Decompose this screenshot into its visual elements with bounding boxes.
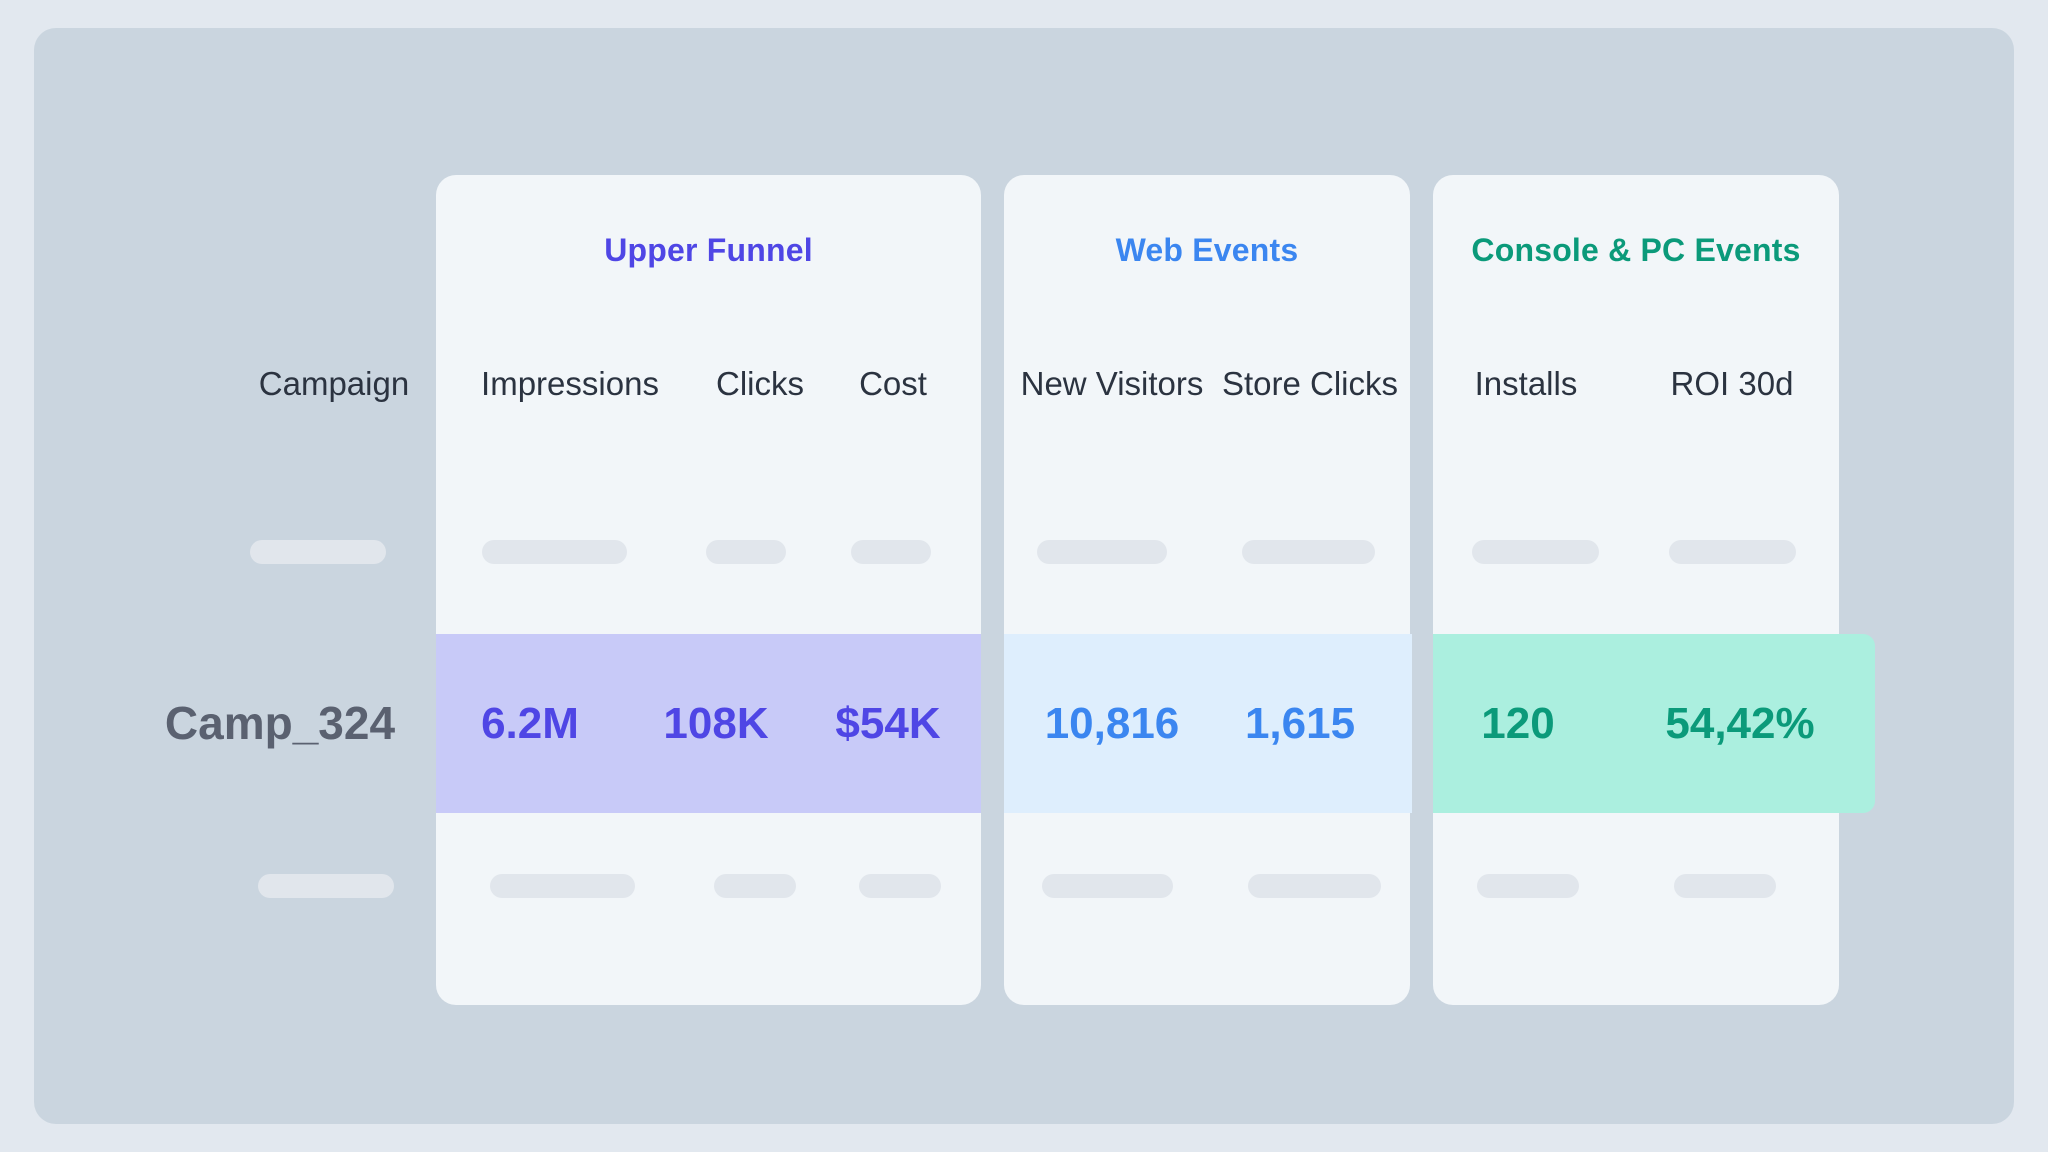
store-clicks-value: 1,615 <box>1244 699 1356 748</box>
installs-value: 120 <box>1481 699 1555 748</box>
column-header-campaign[interactable]: Campaign <box>258 365 410 402</box>
placeholder-bar <box>851 540 931 564</box>
row-highlight-upper-funnel <box>436 634 981 813</box>
upper-funnel-card <box>436 175 981 1005</box>
placeholder-bar <box>859 874 941 898</box>
campaign-name[interactable]: Camp_324 <box>164 697 396 749</box>
new-visitors-value: 10,816 <box>1044 699 1180 748</box>
placeholder-bar <box>1472 540 1599 564</box>
placeholder-bar <box>1674 874 1776 898</box>
placeholder-bar <box>1477 874 1579 898</box>
column-header-store-clicks[interactable]: Store Clicks <box>1221 365 1399 402</box>
placeholder-bar <box>1042 874 1173 898</box>
column-header-clicks[interactable]: Clicks <box>716 365 804 402</box>
column-header-cost[interactable]: Cost <box>859 365 927 402</box>
group-title-upper-funnel: Upper Funnel <box>604 232 813 268</box>
impressions-value: 6.2M <box>481 699 579 748</box>
column-header-roi-30d[interactable]: ROI 30d <box>1670 365 1794 402</box>
placeholder-bar <box>1248 874 1381 898</box>
cost-value: $54K <box>835 699 941 748</box>
console-pc-events-card <box>1433 175 1839 1005</box>
group-title-console-pc-events: Console & PC Events <box>1471 232 1801 268</box>
placeholder-bar <box>714 874 796 898</box>
web-events-card <box>1004 175 1410 1005</box>
group-title-web-events: Web Events <box>1115 232 1299 268</box>
row-highlight-web-events <box>1004 634 1412 813</box>
placeholder-bar <box>1242 540 1375 564</box>
clicks-value: 108K <box>663 699 769 748</box>
column-header-new-visitors[interactable]: New Visitors <box>1020 365 1204 402</box>
roi-30d-value: 54,42% <box>1665 699 1815 748</box>
row-highlight-console-pc-events <box>1433 634 1875 813</box>
placeholder-bar <box>490 874 635 898</box>
column-header-installs[interactable]: Installs <box>1474 365 1578 402</box>
placeholder-bar <box>706 540 786 564</box>
placeholder-bar <box>482 540 627 564</box>
placeholder-bar <box>250 540 386 564</box>
placeholder-bar <box>1037 540 1167 564</box>
placeholder-bar <box>1669 540 1796 564</box>
placeholder-bar <box>258 874 394 898</box>
column-header-impressions[interactable]: Impressions <box>481 365 659 402</box>
